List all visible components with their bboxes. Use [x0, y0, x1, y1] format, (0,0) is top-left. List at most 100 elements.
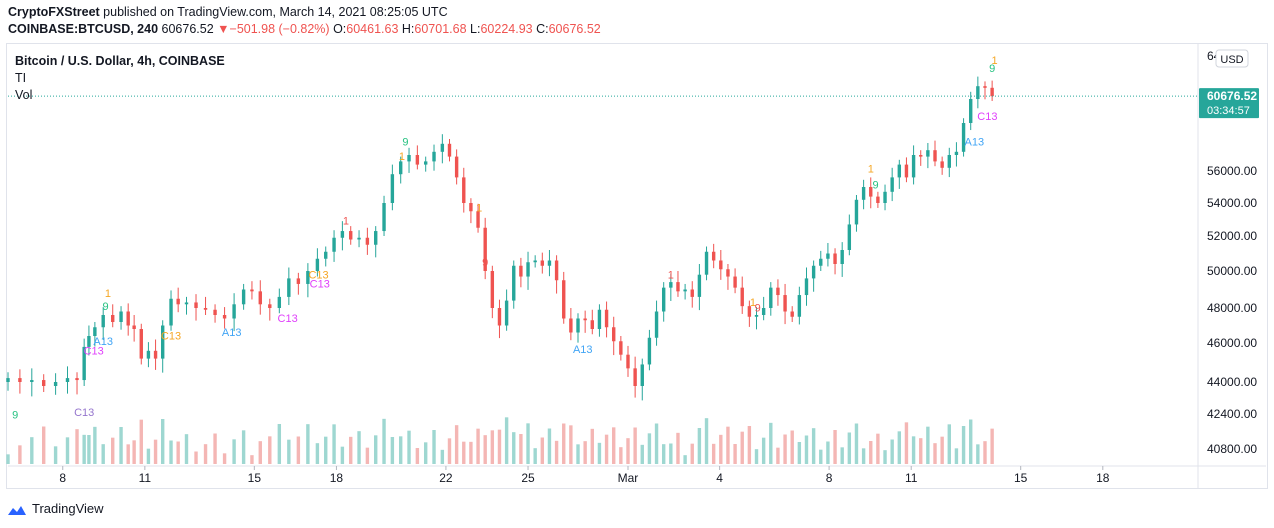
- volume-bar: [954, 448, 959, 464]
- td-sequential-label: 9: [989, 63, 995, 75]
- candle-body: [769, 287, 773, 308]
- candle-body: [783, 295, 787, 312]
- volume-bar: [554, 440, 559, 464]
- candle-body: [277, 296, 282, 308]
- price-tag: [1199, 88, 1259, 119]
- down-arrow-icon: ▼: [217, 22, 230, 36]
- candle-body: [569, 318, 573, 333]
- td-sequential-label: C13: [310, 279, 330, 291]
- volume-bar: [933, 443, 937, 464]
- candle-body: [840, 250, 844, 264]
- candle-body: [719, 260, 723, 270]
- volume-bar: [983, 441, 987, 464]
- last-price: 60676.52: [161, 22, 214, 36]
- candle-body: [357, 237, 361, 240]
- td-sequential-label: A13: [573, 344, 593, 356]
- legend-indicator-vol[interactable]: Vol: [15, 88, 33, 102]
- volume-bar: [75, 429, 79, 464]
- volume-bar: [826, 441, 830, 464]
- candle-body: [519, 265, 523, 277]
- candle-body: [526, 262, 530, 277]
- volume-bar: [811, 428, 816, 464]
- td-sequential-label: A13: [964, 136, 984, 148]
- volume-bar: [597, 442, 602, 464]
- volume-bar: [213, 433, 217, 464]
- volume-bar: [324, 436, 328, 464]
- volume-bar: [101, 444, 105, 464]
- candle-body: [754, 315, 759, 317]
- candle-body: [590, 320, 594, 329]
- candle-body: [740, 287, 744, 307]
- volume-bar: [640, 444, 644, 464]
- volume-bar: [569, 425, 573, 464]
- x-tick-label: 18: [1096, 471, 1110, 485]
- x-tick-label: 8: [59, 471, 66, 485]
- volume-bar: [161, 419, 165, 464]
- candle-body: [194, 302, 198, 308]
- td-sequential-label: 9: [482, 257, 488, 269]
- candle-body: [876, 196, 880, 203]
- x-tick-label: 4: [716, 471, 723, 485]
- candle-body: [306, 271, 310, 284]
- volume-bar: [390, 437, 395, 464]
- volume-bar: [704, 418, 709, 464]
- x-tick-label: 25: [521, 471, 535, 485]
- volume-bar: [399, 436, 403, 464]
- volume-bar: [890, 439, 894, 464]
- volume-bar: [476, 428, 480, 464]
- x-tick-label: 11: [905, 471, 918, 485]
- volume-bar: [947, 424, 951, 464]
- tradingview-cloud-icon: [8, 505, 26, 515]
- candle-body: [415, 155, 420, 165]
- currency-button-label: USD: [1220, 54, 1243, 66]
- candle-body: [497, 308, 502, 326]
- volume-bar: [719, 434, 723, 464]
- volume-bar: [869, 441, 873, 464]
- volume-bar: [490, 430, 495, 464]
- volume-bar: [633, 427, 637, 464]
- volume-bar: [590, 428, 594, 464]
- volume-bar: [562, 423, 566, 464]
- volume-bar: [676, 432, 680, 464]
- candle-body: [790, 311, 794, 317]
- td-sequential-label: C13: [84, 346, 104, 358]
- td-sequential-label: 9: [872, 180, 878, 192]
- volume-bar: [961, 426, 966, 464]
- td-sequential-label: 9: [103, 301, 109, 313]
- tradingview-logo[interactable]: TradingView: [7, 501, 104, 516]
- volume-bar: [374, 435, 378, 464]
- volume-bar: [840, 447, 844, 464]
- td-sequential-label: 9: [12, 409, 18, 421]
- volume-bar: [683, 455, 687, 464]
- candle-body: [258, 291, 262, 305]
- candle-body: [374, 231, 378, 245]
- candle-body: [440, 143, 445, 152]
- x-tick-label: 8: [826, 471, 833, 485]
- candle-body: [883, 191, 887, 203]
- td-sequential-label: 1: [476, 202, 482, 214]
- volume-bar: [940, 436, 944, 464]
- candle-body: [296, 278, 301, 284]
- y-tick-label: 52000.00: [1207, 229, 1257, 243]
- close-value: 60676.52: [548, 22, 601, 36]
- candle-body: [683, 289, 687, 292]
- chart-frame: [6, 43, 1268, 489]
- td-sequential-label: 1: [668, 269, 674, 281]
- candle-body: [462, 177, 466, 203]
- candle-body: [776, 287, 780, 296]
- volume-bar: [847, 432, 852, 464]
- volume-bar: [969, 419, 973, 464]
- author-name[interactable]: CryptoFXStreet: [8, 5, 100, 19]
- volume-bar: [423, 442, 428, 464]
- candle-body: [390, 174, 395, 203]
- volume-bar: [833, 430, 837, 464]
- candle-body: [126, 311, 130, 326]
- candle-body: [101, 315, 105, 328]
- td-sequential-label: C13: [74, 407, 94, 419]
- volume-bar: [861, 448, 866, 464]
- legend-indicator-ti[interactable]: TI: [15, 71, 27, 85]
- x-tick-label: 11: [139, 471, 152, 485]
- candle-body: [726, 269, 730, 277]
- volume-bar: [169, 440, 173, 464]
